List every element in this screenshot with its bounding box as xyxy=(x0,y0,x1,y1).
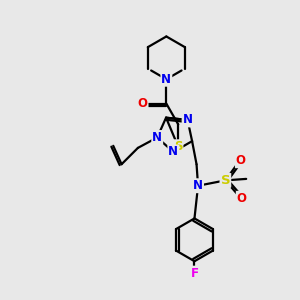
Text: O: O xyxy=(237,192,247,205)
Text: F: F xyxy=(190,267,199,280)
Text: O: O xyxy=(236,154,246,167)
Text: S: S xyxy=(220,174,230,187)
Text: N: N xyxy=(183,113,193,127)
Text: S: S xyxy=(174,140,182,153)
Text: N: N xyxy=(152,131,162,144)
Text: N: N xyxy=(168,146,178,158)
Text: O: O xyxy=(138,97,148,110)
Text: N: N xyxy=(161,73,171,86)
Text: N: N xyxy=(193,179,203,192)
